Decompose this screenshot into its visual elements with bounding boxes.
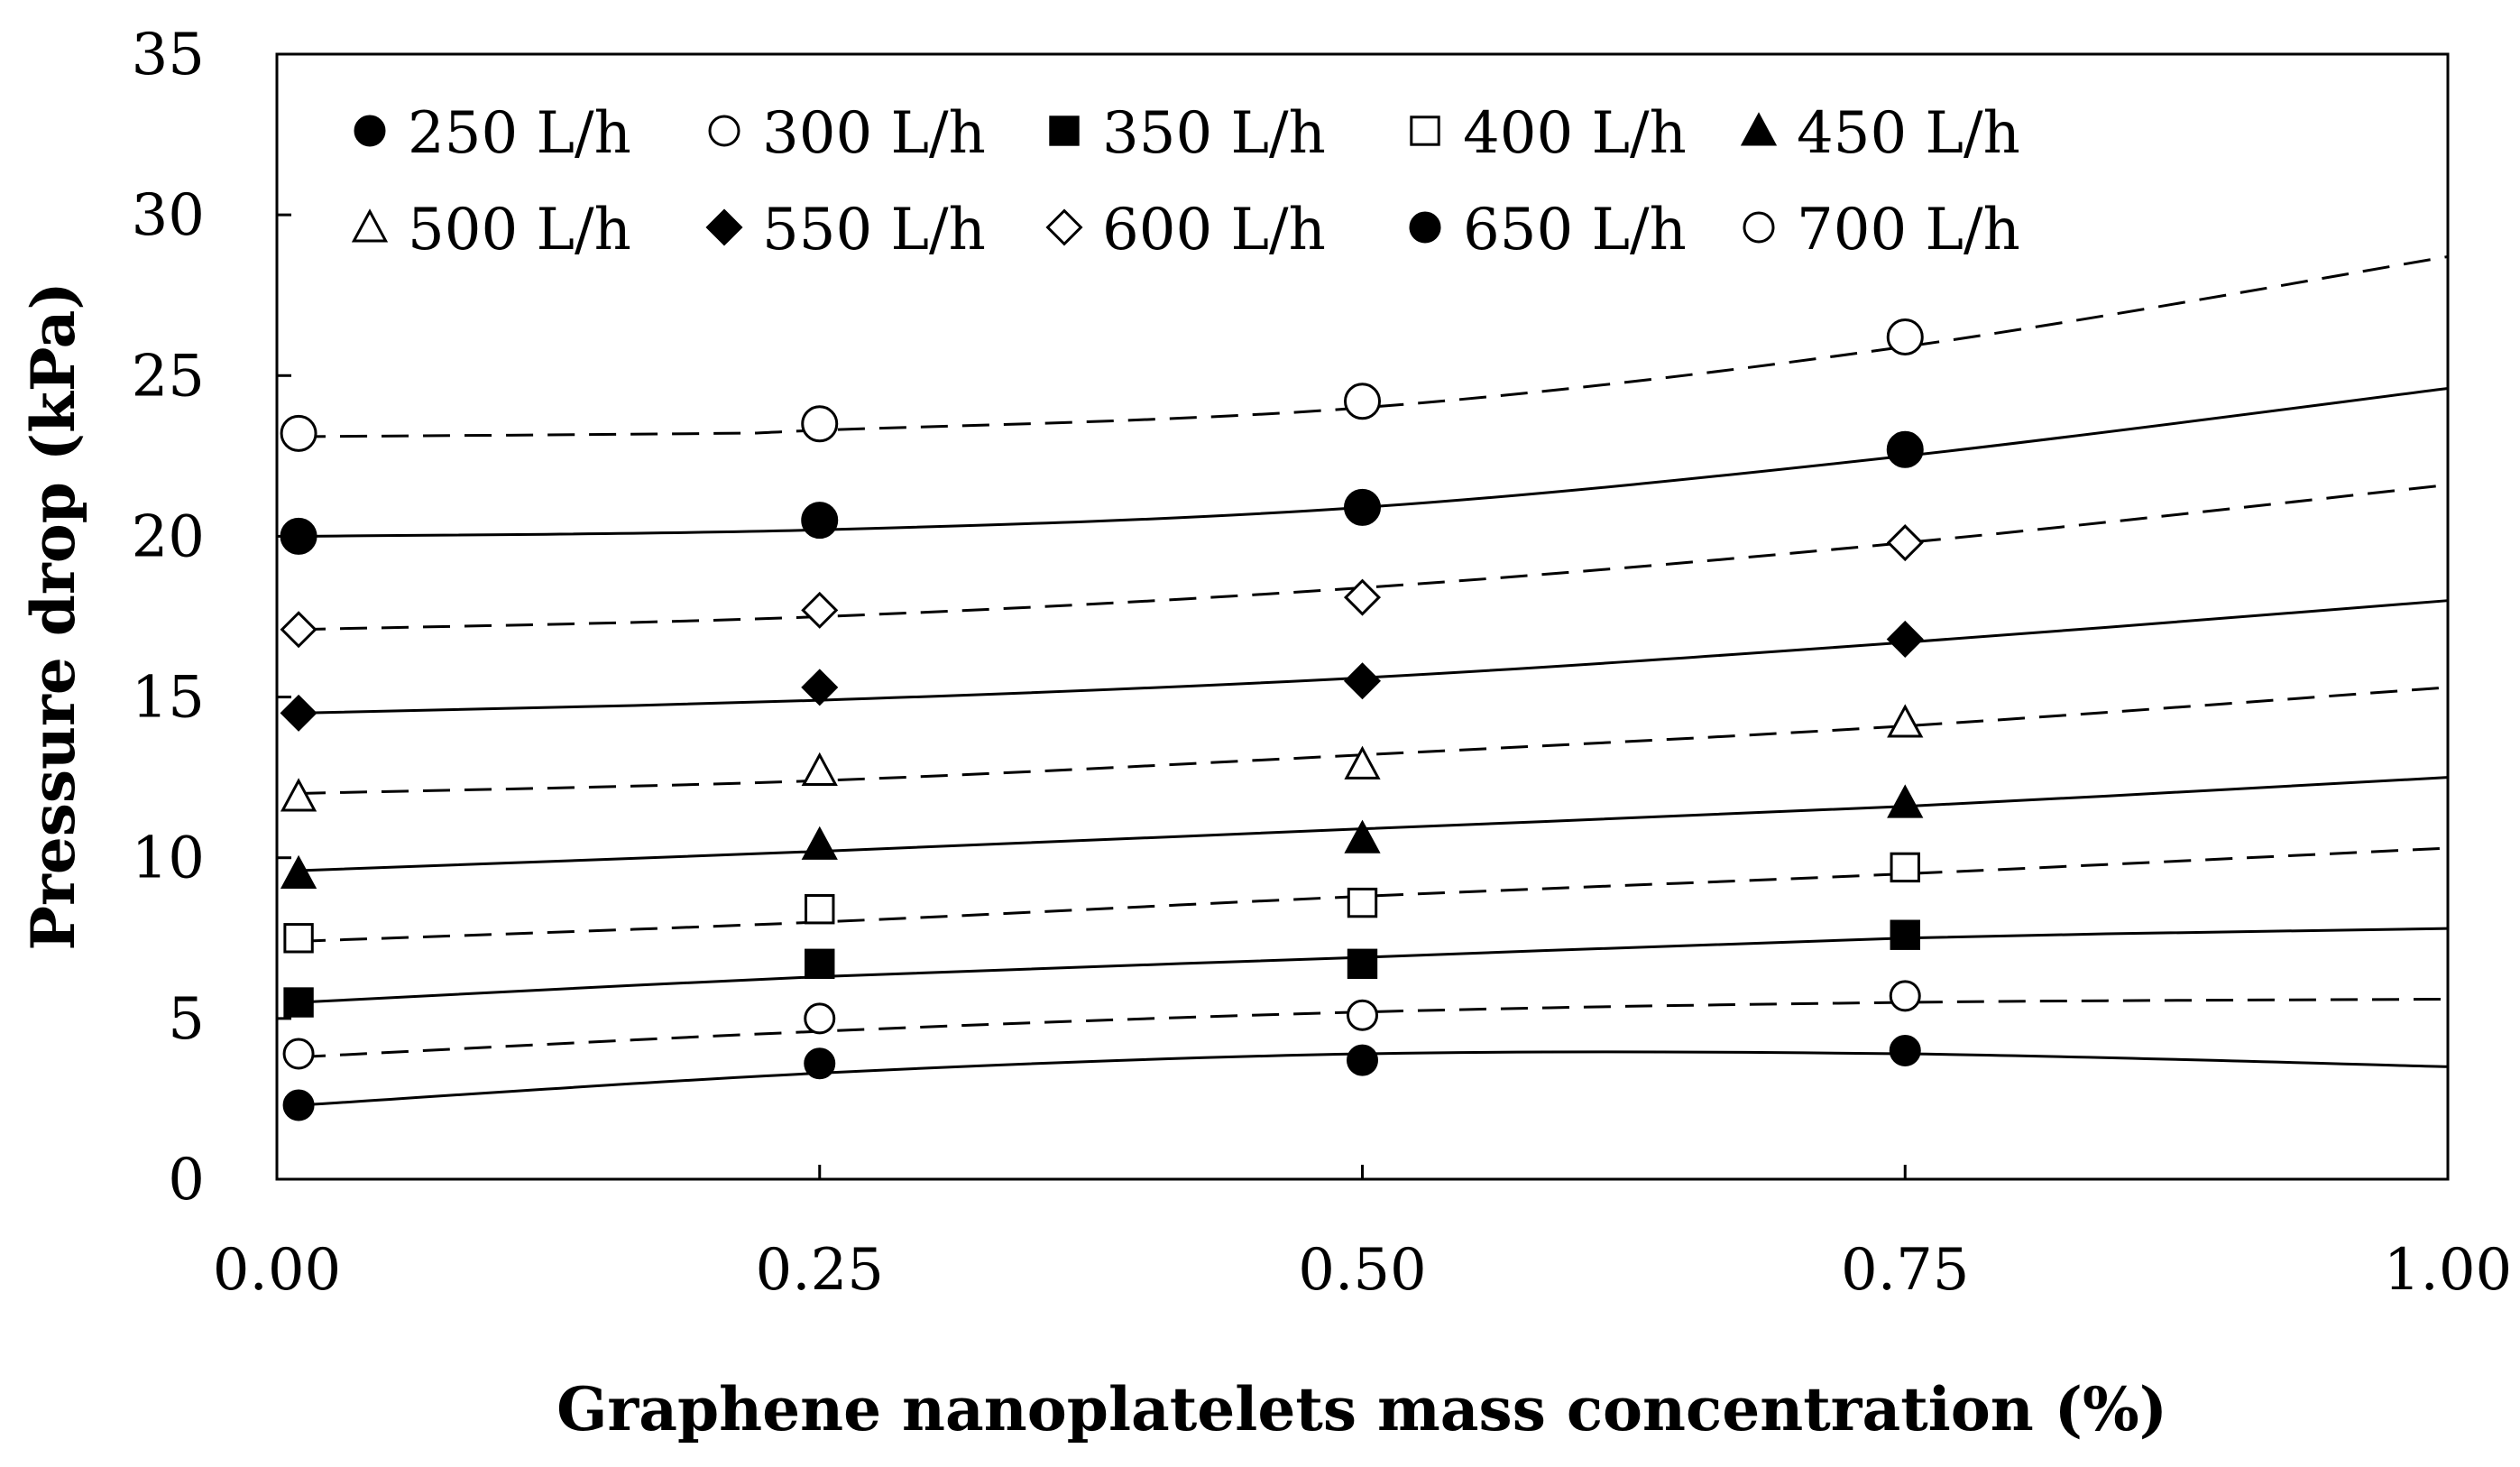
data-point-700 bbox=[280, 414, 317, 452]
y-tick-label: 10 bbox=[132, 826, 205, 892]
data-point-700 bbox=[801, 405, 839, 443]
legend-label: 300 L/h bbox=[762, 100, 986, 167]
y-tick-label: 25 bbox=[132, 343, 205, 410]
data-point-550 bbox=[1886, 620, 1924, 658]
legend-marker bbox=[354, 115, 386, 147]
data-point-300 bbox=[1889, 980, 1921, 1012]
legend: 250 L/h 300 L/h 350 L/h 400 L/h 450 L/h 500 L… bbox=[351, 100, 2020, 263]
y-tick-label: 0 bbox=[168, 1147, 205, 1213]
data-point-400 bbox=[283, 923, 314, 954]
data-point-550 bbox=[1343, 662, 1382, 700]
data-point-500 bbox=[1887, 704, 1924, 738]
x-tick-label: 0.50 bbox=[1298, 1237, 1427, 1304]
y-axis-title: Pressure drop (kPa) bbox=[18, 281, 88, 950]
legend-label: 650 L/h bbox=[1463, 197, 1687, 263]
fit-line-600 bbox=[299, 483, 2449, 632]
data-point-300 bbox=[1347, 999, 1378, 1031]
data-point-500 bbox=[801, 752, 838, 786]
data-point-600 bbox=[801, 591, 839, 629]
fit-line-550 bbox=[299, 599, 2449, 715]
data-point-550 bbox=[801, 669, 839, 706]
data-point-250 bbox=[1889, 1034, 1921, 1066]
data-point-450 bbox=[280, 854, 317, 889]
y-tick-label: 35 bbox=[132, 22, 205, 88]
data-point-350 bbox=[805, 948, 835, 979]
y-tick-label: 30 bbox=[132, 182, 205, 249]
data-markers bbox=[280, 318, 1924, 1121]
data-point-600 bbox=[1343, 578, 1382, 616]
data-point-250 bbox=[804, 1047, 836, 1080]
data-point-450 bbox=[1344, 819, 1381, 853]
legend-marker bbox=[1740, 112, 1778, 146]
legend-label: 500 L/h bbox=[408, 197, 631, 263]
data-point-500 bbox=[280, 778, 317, 812]
x-axis-ticks: 0.00 0.25 0.50 0.75 1.00 bbox=[213, 1165, 2513, 1304]
legend-marker bbox=[705, 208, 743, 246]
fit-line-300 bbox=[298, 997, 2449, 1059]
legend-marker bbox=[1409, 211, 1441, 244]
legend-label: 550 L/h bbox=[762, 197, 986, 263]
fit-line-700 bbox=[299, 254, 2449, 438]
x-axis-title: Graphene nanoplatelets mass concentratio… bbox=[556, 1374, 2167, 1444]
legend-label: 400 L/h bbox=[1463, 100, 1687, 167]
legend-marker bbox=[1743, 211, 1775, 244]
legend-marker bbox=[351, 208, 389, 243]
legend-marker bbox=[1045, 208, 1083, 246]
legend-label: 250 L/h bbox=[408, 100, 631, 167]
x-tick-label: 0.75 bbox=[1841, 1237, 1970, 1304]
data-point-450 bbox=[801, 826, 838, 860]
y-tick-label: 20 bbox=[132, 503, 205, 570]
y-axis-ticks: 0 5 10 15 20 25 30 35 bbox=[132, 22, 291, 1213]
data-point-250 bbox=[1347, 1044, 1378, 1076]
legend-label: 350 L/h bbox=[1102, 100, 1326, 167]
data-point-600 bbox=[1886, 524, 1924, 562]
y-tick-label: 5 bbox=[168, 986, 205, 1053]
fit-line-450 bbox=[299, 776, 2449, 872]
data-point-400 bbox=[1890, 852, 1920, 883]
data-point-500 bbox=[1344, 745, 1381, 780]
data-point-250 bbox=[282, 1089, 315, 1121]
data-point-450 bbox=[1887, 784, 1924, 818]
fit-line-500 bbox=[299, 686, 2449, 795]
data-point-650 bbox=[1886, 430, 1924, 468]
y-tick-label: 15 bbox=[132, 665, 205, 732]
legend-marker bbox=[1410, 115, 1440, 146]
x-tick-label: 0.00 bbox=[213, 1237, 342, 1304]
data-point-400 bbox=[805, 894, 835, 925]
fit-line-400 bbox=[299, 846, 2449, 943]
data-point-350 bbox=[283, 987, 314, 1018]
data-point-350 bbox=[1347, 948, 1378, 979]
x-tick-label: 1.00 bbox=[2384, 1237, 2513, 1304]
data-point-350 bbox=[1890, 919, 1920, 950]
data-point-650 bbox=[1344, 488, 1381, 526]
data-point-300 bbox=[282, 1038, 315, 1070]
data-point-700 bbox=[1344, 383, 1381, 420]
legend-label: 600 L/h bbox=[1102, 197, 1326, 263]
legend-label: 450 L/h bbox=[1797, 100, 2020, 167]
data-point-550 bbox=[280, 694, 317, 732]
data-point-400 bbox=[1347, 887, 1378, 918]
x-tick-label: 0.25 bbox=[756, 1237, 885, 1304]
data-point-650 bbox=[801, 502, 839, 540]
legend-marker bbox=[1049, 115, 1080, 146]
data-point-600 bbox=[280, 611, 317, 649]
data-point-300 bbox=[804, 1002, 836, 1035]
legend-marker bbox=[708, 115, 740, 147]
legend-label: 700 L/h bbox=[1797, 197, 2020, 263]
data-point-700 bbox=[1886, 318, 1924, 356]
